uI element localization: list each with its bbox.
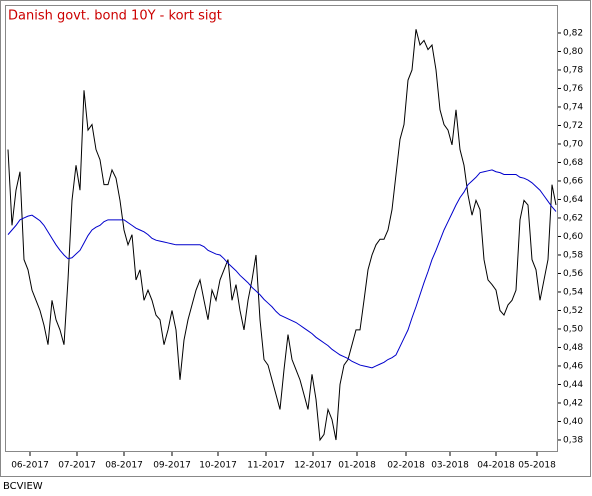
y-tick-label: 0,40 (563, 417, 583, 427)
y-tick-label: 0,54 (563, 287, 583, 297)
x-tick-label: 07-2017 (58, 461, 96, 471)
x-tick-label: 05-2018 (518, 461, 556, 471)
x-tick-label: 08-2017 (105, 461, 143, 471)
x-tick-label: 10-2017 (199, 461, 237, 471)
y-tick-label: 0,68 (563, 158, 583, 168)
y-tick-label: 0,74 (563, 102, 583, 112)
series-line (7, 169, 557, 369)
y-tick-label: 0,76 (563, 84, 583, 94)
y-tick-label: 0,56 (563, 269, 583, 279)
footer: BCVIEW (3, 481, 43, 492)
y-tick-label: 0,62 (563, 213, 583, 223)
y-tick-label: 0,78 (563, 65, 583, 75)
y-tick-label: 0,58 (563, 250, 583, 260)
x-tick-label: 02-2018 (387, 461, 425, 471)
y-tick-label: 0,66 (563, 176, 583, 186)
y-tick-label: 0,82 (563, 28, 583, 38)
y-tick-label: 0,52 (563, 306, 583, 316)
y-tick-label: 0,60 (563, 232, 583, 242)
y-tick-label: 0,80 (563, 47, 583, 57)
y-tick-label: 0,70 (563, 139, 583, 149)
y-tick-label: 0,42 (563, 398, 583, 408)
chart-title: Danish govt. bond 10Y - kort sigt (8, 9, 222, 24)
series-line (7, 29, 557, 442)
y-tick-label: 0,48 (563, 343, 583, 353)
y-tick-label: 0,50 (563, 324, 583, 334)
x-tick-label: 06-2017 (11, 461, 49, 471)
x-tick-label: 04-2018 (477, 461, 515, 471)
y-tick-label: 0,44 (563, 380, 583, 390)
y-tick-label: 0,46 (563, 361, 583, 371)
y-tick-label: 0,72 (563, 121, 583, 131)
x-tick-label: 09-2017 (153, 461, 191, 471)
x-tick-label: 03-2018 (431, 461, 469, 471)
x-tick-label: 11-2017 (247, 461, 285, 471)
x-tick-label: 12-2017 (294, 461, 332, 471)
y-tick-label: 0,38 (563, 435, 583, 445)
y-tick-label: 0,64 (563, 195, 583, 205)
x-tick-label: 01-2018 (338, 461, 376, 471)
plot-frame (5, 5, 558, 452)
